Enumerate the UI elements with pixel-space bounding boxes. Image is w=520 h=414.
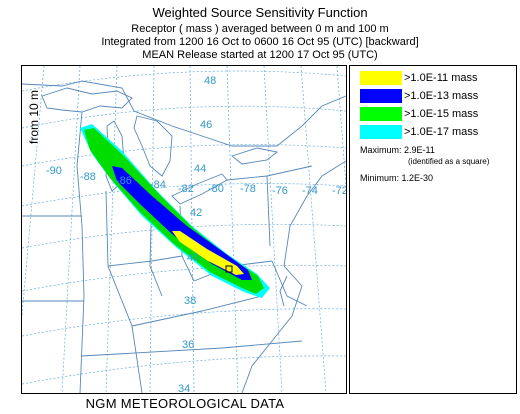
legend-label: >1.0E-11 mass bbox=[404, 72, 478, 84]
lat-label: 38 bbox=[184, 295, 196, 307]
legend-item-3: >1.0E-15 mass bbox=[360, 107, 478, 121]
integration-line: Integrated from 1200 16 Oct to 0600 16 O… bbox=[101, 36, 419, 48]
maximum-note: (identified as a square) bbox=[408, 157, 490, 166]
lon-labels: -90 -88 -86 -84 -82 -80 -78 -76 -74 -72 bbox=[46, 165, 346, 197]
lon-label: -78 bbox=[240, 183, 256, 195]
lon-label: -90 bbox=[46, 165, 62, 177]
plume bbox=[80, 124, 270, 298]
legend-swatch-green bbox=[360, 107, 402, 121]
lat-label: 36 bbox=[182, 339, 194, 351]
legend-swatch-cyan bbox=[360, 125, 402, 139]
lon-label: -86 bbox=[116, 175, 132, 187]
release-line: MEAN Release started at 1200 17 Oct 95 (… bbox=[142, 49, 378, 61]
lat-label: 34 bbox=[178, 383, 190, 393]
lon-label: -76 bbox=[272, 185, 288, 197]
plume-blue bbox=[112, 166, 252, 280]
lat-label: 44 bbox=[194, 163, 206, 175]
lon-label: -88 bbox=[80, 171, 96, 183]
lon-label: -74 bbox=[302, 185, 318, 197]
legend-panel: >1.0E-11 mass >1.0E-13 mass >1.0E-15 mas… bbox=[349, 65, 517, 394]
map-panel: 48 46 44 42 40 38 36 34 -90 -88 -86 -84 -82 -80 -78 -7… bbox=[21, 65, 347, 394]
map-svg: 48 46 44 42 40 38 36 34 -90 -88 -86 -84 -82 -80 -78 -7… bbox=[22, 66, 346, 393]
legend-swatch-blue bbox=[360, 89, 402, 103]
lat-label: 46 bbox=[200, 119, 212, 131]
lat-label: 42 bbox=[190, 207, 202, 219]
lon-label: -80 bbox=[208, 183, 224, 195]
lat-label: 40 bbox=[187, 252, 199, 264]
lat-label: 48 bbox=[204, 75, 216, 87]
max-square bbox=[225, 265, 233, 273]
legend-item-1: >1.0E-11 mass bbox=[360, 71, 477, 85]
legend-label: >1.0E-17 mass bbox=[404, 126, 479, 138]
lon-label: -82 bbox=[178, 183, 194, 195]
lon-label: -72 bbox=[332, 185, 346, 197]
legend-swatch-yellow bbox=[360, 71, 402, 85]
legend-item-2: >1.0E-13 mass bbox=[360, 89, 478, 103]
met-data-label: NGM METEOROLOGICAL DATA bbox=[85, 396, 285, 411]
legend-label: >1.0E-15 mass bbox=[404, 108, 479, 120]
receptor-line: Receptor ( mass ) averaged between 0 m a… bbox=[131, 23, 389, 35]
legend-label: >1.0E-13 mass bbox=[404, 90, 479, 102]
maximum-value: Maximum: 2.9E-11 bbox=[360, 145, 435, 155]
chart-title: Weighted Source Sensitivity Function bbox=[152, 5, 368, 20]
legend-item-4: >1.0E-17 mass bbox=[360, 125, 478, 139]
lat-labels: 48 46 44 42 40 38 36 34 bbox=[178, 75, 216, 393]
lon-label: -84 bbox=[150, 179, 166, 191]
minimum-value: Minimum: 1.2E-30 bbox=[360, 173, 434, 183]
lon-grid bbox=[22, 66, 346, 393]
plume-yellow bbox=[172, 231, 244, 275]
